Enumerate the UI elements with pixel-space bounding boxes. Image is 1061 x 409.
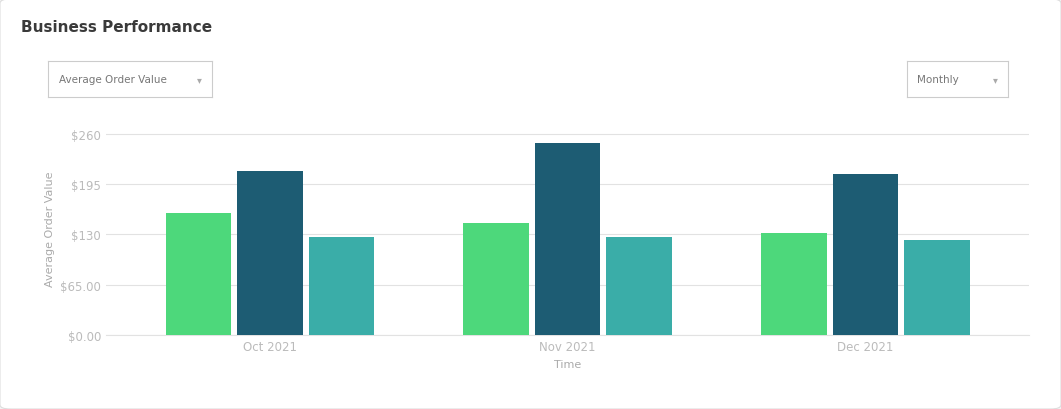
Bar — [761, 233, 827, 335]
Bar — [166, 213, 231, 335]
Text: Monthly: Monthly — [917, 75, 959, 85]
Text: ▾: ▾ — [993, 75, 998, 85]
Bar — [833, 175, 899, 335]
Bar — [904, 240, 970, 335]
Bar — [606, 237, 672, 335]
X-axis label: Time: Time — [554, 359, 581, 369]
Bar — [237, 171, 302, 335]
Text: Average Order Value: Average Order Value — [59, 75, 168, 85]
Bar — [535, 144, 601, 335]
Y-axis label: Average Order Value: Average Order Value — [45, 171, 55, 287]
Text: Business Performance: Business Performance — [21, 20, 212, 36]
Bar — [309, 237, 375, 335]
Text: ▾: ▾ — [196, 75, 202, 85]
Bar — [464, 223, 529, 335]
